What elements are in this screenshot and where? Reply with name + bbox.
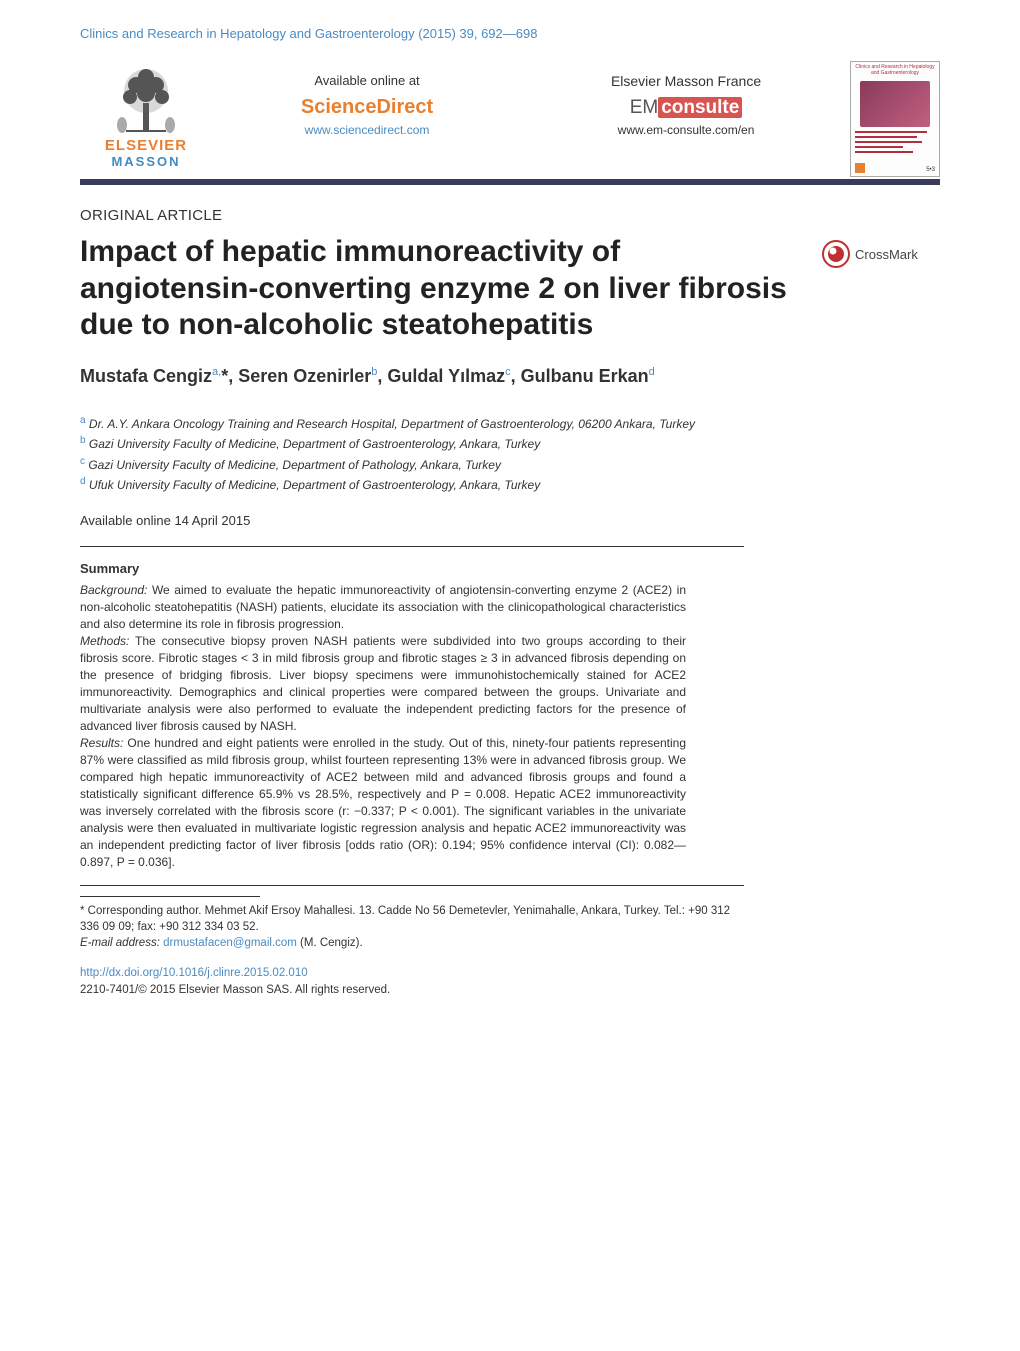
abstract-body: Background: We aimed to evaluate the hep…: [80, 582, 686, 872]
email-author-name: (M. Cengiz).: [297, 937, 363, 949]
footnote-rule: [80, 896, 260, 897]
methods-label: Methods:: [80, 634, 129, 648]
banner-links: Available online at ScienceDirect www.sc…: [212, 59, 850, 179]
doi-copyright: http://dx.doi.org/10.1016/j.clinre.2015.…: [80, 965, 940, 997]
email-line: E-mail address: drmustafacen@gmail.com (…: [80, 935, 744, 951]
em-consulte-url[interactable]: www.em-consulte.com/en: [611, 123, 761, 137]
affiliation-b: b Gazi University Faculty of Medicine, D…: [80, 434, 940, 453]
crossmark-label: CrossMark: [855, 247, 918, 262]
em-consulte-brand: EMconsulte: [611, 97, 761, 119]
author-list: Mustafa Cengiza,*, Seren Ozenirlerb, Gul…: [80, 364, 940, 388]
crossmark-badge[interactable]: CrossMark: [822, 240, 940, 268]
running-head: Clinics and Research in Hepatology and G…: [0, 0, 1020, 41]
em-prefix: EM: [630, 97, 659, 118]
affiliation-c: c Gazi University Faculty of Medicine, D…: [80, 455, 940, 474]
author-email[interactable]: drmustafacen@gmail.com: [163, 937, 297, 949]
footnotes: * Corresponding author. Mehmet Akif Erso…: [80, 896, 744, 951]
abstract-heading: Summary: [80, 561, 686, 576]
doi-link[interactable]: http://dx.doi.org/10.1016/j.clinre.2015.…: [80, 965, 940, 981]
methods-text: The consecutive biopsy proven NASH patie…: [80, 634, 686, 733]
cover-issue-number: 5•3: [926, 167, 935, 173]
consulte-highlight: consulte: [658, 97, 742, 118]
email-label: E-mail address:: [80, 937, 160, 949]
corresponding-author-note: * Corresponding author. Mehmet Akif Erso…: [80, 903, 744, 935]
sciencedirect-url[interactable]: www.sciencedirect.com: [301, 123, 433, 137]
elsevier-masson-france-label: Elsevier Masson France: [611, 73, 761, 89]
available-online-label: Available online at: [301, 73, 433, 88]
em-consulte-block: Elsevier Masson France EMconsulte www.em…: [611, 73, 761, 137]
available-online-date: Available online 14 April 2015: [80, 513, 940, 528]
sciencedirect-block: Available online at ScienceDirect www.sc…: [301, 73, 433, 137]
sciencedirect-brand: ScienceDirect: [301, 96, 433, 119]
background-label: Background:: [80, 583, 147, 597]
cover-text-lines: [851, 129, 939, 158]
affiliations: a Dr. A.Y. Ankara Oncology Training and …: [80, 414, 940, 495]
article-type: ORIGINAL ARTICLE: [80, 207, 940, 224]
title-row: Impact of hepatic immunoreactivity of an…: [80, 234, 940, 344]
article-title: Impact of hepatic immunoreactivity of an…: [80, 234, 822, 344]
abstract: Summary Background: We aimed to evaluate…: [80, 546, 744, 887]
background-text: We aimed to evaluate the hepatic immunor…: [80, 583, 686, 631]
elsevier-masson-logo: ELSEVIER MASSON: [80, 59, 212, 179]
results-text: One hundred and eight patients were enro…: [80, 736, 686, 869]
results-label: Results:: [80, 736, 123, 750]
cover-publisher-mark: [855, 163, 865, 173]
copyright-line: 2210-7401/© 2015 Elsevier Masson SAS. Al…: [80, 982, 940, 998]
cover-image-placeholder: [860, 81, 930, 127]
affiliation-a: a Dr. A.Y. Ankara Oncology Training and …: [80, 414, 940, 433]
cover-journal-title: Clinics and Research in Hepatology and G…: [851, 62, 939, 79]
elsevier-wordmark: ELSEVIER: [80, 137, 212, 154]
crossmark-icon: [822, 240, 850, 268]
journal-banner: ELSEVIER MASSON Available online at Scie…: [80, 59, 940, 185]
masson-wordmark: MASSON: [80, 154, 212, 169]
elsevier-tree-icon: [106, 63, 186, 135]
journal-cover-thumbnail: Clinics and Research in Hepatology and G…: [850, 61, 940, 177]
affiliation-d: d Ufuk University Faculty of Medicine, D…: [80, 475, 940, 494]
